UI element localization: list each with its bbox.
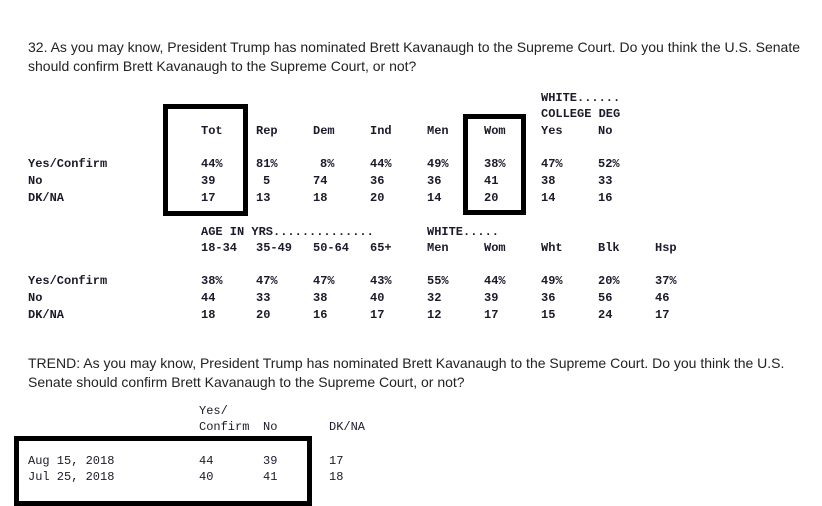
row-label-dk-na: DK/NA xyxy=(28,308,65,322)
trend-row-date: Aug 15, 2018 xyxy=(28,454,115,468)
group-header-age: AGE IN YRS.............. xyxy=(201,225,374,239)
col-header-50-64: 50-64 xyxy=(313,241,350,255)
table-cell: 44% xyxy=(370,157,392,171)
table-cell: 18 xyxy=(313,191,328,205)
trend-header-dkna: DK/NA xyxy=(329,420,366,434)
row-label-no: No xyxy=(28,174,43,188)
trend-question-text: TREND: As you may know, President Trump … xyxy=(28,354,818,392)
table-cell: 36 xyxy=(370,174,385,188)
table-cell: 14 xyxy=(541,191,556,205)
col-header-no: No xyxy=(598,124,613,138)
col-header-tot: Tot xyxy=(201,124,223,138)
table-cell: 44% xyxy=(484,274,506,288)
table-cell: 15 xyxy=(541,308,556,322)
table-cell: 12 xyxy=(427,308,442,322)
group-header-college-deg: COLLEGE DEG xyxy=(541,107,621,121)
table-cell: 24 xyxy=(598,308,613,322)
table-cell: 40 xyxy=(199,470,214,484)
table-cell: 13 xyxy=(256,191,271,205)
col-header-rep: Rep xyxy=(256,124,278,138)
table-cell: 37% xyxy=(655,274,677,288)
col-header-men: Men xyxy=(427,241,449,255)
table-cell: 36 xyxy=(541,291,556,305)
table-cell: 38 xyxy=(541,174,556,188)
table-cell: 39 xyxy=(484,291,499,305)
question-body: As you may know, President Trump has nom… xyxy=(28,39,801,74)
table-cell: 33 xyxy=(256,291,271,305)
col-header-wom: Wom xyxy=(484,241,506,255)
question-text: 32. As you may know, President Trump has… xyxy=(28,38,818,76)
highlight-box-total xyxy=(163,104,248,216)
table-cell: 16 xyxy=(598,191,613,205)
row-label-dk-na: DK/NA xyxy=(28,191,65,205)
row-label-yes-confirm: Yes/Confirm xyxy=(28,157,108,171)
table-cell: 17 xyxy=(370,308,385,322)
trend-header-no: No xyxy=(263,420,278,434)
table-cell: 81% xyxy=(256,157,278,171)
table-cell: 18 xyxy=(201,308,216,322)
table-cell: 41 xyxy=(484,174,499,188)
table-cell: 14 xyxy=(427,191,442,205)
table-cell: 20% xyxy=(598,274,620,288)
col-header-blk: Blk xyxy=(598,241,620,255)
table-cell: 44% xyxy=(201,157,223,171)
col-header-35-49: 35-49 xyxy=(256,241,293,255)
col-header-yes: Yes xyxy=(541,124,563,138)
table-cell: 20 xyxy=(484,191,499,205)
table-cell: 33 xyxy=(598,174,613,188)
col-header-18-34: 18-34 xyxy=(201,241,238,255)
table-cell: 49% xyxy=(427,157,449,171)
col-header-65-plus: 65+ xyxy=(370,241,392,255)
table-cell: 74 xyxy=(313,174,328,188)
table-cell: 32 xyxy=(427,291,442,305)
table-cell: 17 xyxy=(201,191,216,205)
table-cell: 36 xyxy=(427,174,442,188)
table-cell: 38 xyxy=(313,291,328,305)
col-header-men: Men xyxy=(427,124,449,138)
table-cell: 38% xyxy=(484,157,506,171)
group-header-white: WHITE..... xyxy=(427,225,500,239)
table-cell: 16 xyxy=(313,308,328,322)
row-label-yes-confirm: Yes/Confirm xyxy=(28,274,108,288)
table-cell: 39 xyxy=(201,174,216,188)
table-cell: 39 xyxy=(263,454,278,468)
table-cell: 47% xyxy=(256,274,278,288)
table-cell: 5 xyxy=(263,174,271,188)
question-number: 32. xyxy=(28,39,48,55)
col-header-hsp: Hsp xyxy=(655,241,677,255)
table-cell: 43% xyxy=(370,274,392,288)
table-cell: 18 xyxy=(329,470,344,484)
table-cell: 44 xyxy=(201,291,216,305)
table-cell: 46 xyxy=(655,291,670,305)
trend-header-yes: Yes/ xyxy=(199,404,228,418)
trend-label: TREND: xyxy=(28,355,81,371)
col-header-wom: Wom xyxy=(484,124,506,138)
col-header-wht: Wht xyxy=(541,241,563,255)
trend-body: As you may know, President Trump has nom… xyxy=(28,355,785,390)
table-cell: 20 xyxy=(370,191,385,205)
table-cell: 8% xyxy=(320,157,335,171)
table-cell: 49% xyxy=(541,274,563,288)
table-cell: 44 xyxy=(199,454,214,468)
highlight-box-trend xyxy=(14,436,312,506)
table-cell: 41 xyxy=(263,470,278,484)
table-cell: 17 xyxy=(484,308,499,322)
table-cell: 40 xyxy=(370,291,385,305)
table-cell: 56 xyxy=(598,291,613,305)
table-cell: 17 xyxy=(329,454,344,468)
group-header-white: WHITE...... xyxy=(541,91,621,105)
table-cell: 38% xyxy=(201,274,223,288)
col-header-ind: Ind xyxy=(370,124,392,138)
table-cell: 52% xyxy=(598,157,620,171)
table-cell: 47% xyxy=(541,157,563,171)
trend-header-confirm: Confirm xyxy=(199,420,250,434)
highlight-box-women xyxy=(463,114,526,215)
table-cell: 20 xyxy=(256,308,271,322)
table-cell: 55% xyxy=(427,274,449,288)
col-header-dem: Dem xyxy=(313,124,335,138)
trend-row-date: Jul 25, 2018 xyxy=(28,470,115,484)
table-cell: 47% xyxy=(313,274,335,288)
table-cell: 17 xyxy=(655,308,670,322)
row-label-no: No xyxy=(28,291,43,305)
